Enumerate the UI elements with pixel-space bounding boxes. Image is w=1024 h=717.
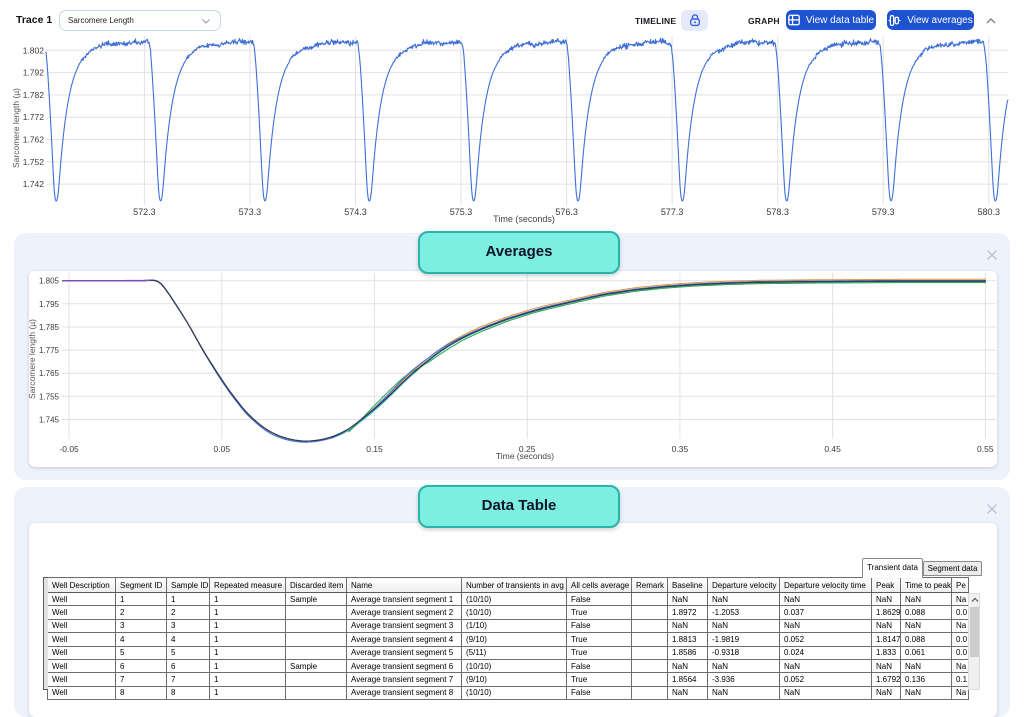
svg-text:576.3: 576.3 — [555, 207, 578, 217]
svg-text:Time (seconds): Time (seconds) — [493, 214, 555, 224]
svg-text:1.802: 1.802 — [23, 45, 45, 55]
svg-text:1.775: 1.775 — [39, 346, 60, 355]
svg-text:1.752: 1.752 — [23, 157, 45, 167]
svg-text:578.3: 578.3 — [766, 207, 789, 217]
svg-text:1.742: 1.742 — [23, 179, 45, 189]
svg-text:580.3: 580.3 — [978, 207, 1001, 217]
svg-text:0.25: 0.25 — [519, 444, 536, 454]
svg-text:577.3: 577.3 — [661, 207, 684, 217]
svg-text:1.745: 1.745 — [39, 416, 60, 425]
svg-text:573.3: 573.3 — [239, 207, 262, 217]
svg-text:1.772: 1.772 — [23, 112, 45, 122]
svg-text:579.3: 579.3 — [872, 207, 895, 217]
svg-text:1.795: 1.795 — [39, 300, 60, 309]
svg-text:1.782: 1.782 — [23, 90, 45, 100]
svg-text:1.765: 1.765 — [39, 369, 60, 378]
svg-text:0.45: 0.45 — [824, 444, 841, 454]
svg-text:0.35: 0.35 — [672, 444, 689, 454]
svg-text:0.05: 0.05 — [214, 444, 231, 454]
svg-text:572.3: 572.3 — [133, 207, 156, 217]
svg-text:575.3: 575.3 — [450, 207, 473, 217]
svg-text:574.3: 574.3 — [344, 207, 367, 217]
svg-text:0.15: 0.15 — [366, 444, 383, 454]
svg-text:-0.05: -0.05 — [59, 444, 79, 454]
svg-text:Sarcomere length (µ): Sarcomere length (µ) — [11, 88, 21, 168]
svg-text:1.805: 1.805 — [39, 277, 60, 286]
svg-text:Sarcomere length (µ): Sarcomere length (µ) — [29, 319, 37, 399]
svg-text:1.792: 1.792 — [23, 68, 45, 78]
svg-text:1.755: 1.755 — [39, 392, 60, 401]
svg-text:1.762: 1.762 — [23, 135, 45, 145]
svg-text:0.55: 0.55 — [977, 444, 994, 454]
svg-text:Time (seconds): Time (seconds) — [496, 451, 554, 461]
svg-text:1.785: 1.785 — [39, 323, 60, 332]
